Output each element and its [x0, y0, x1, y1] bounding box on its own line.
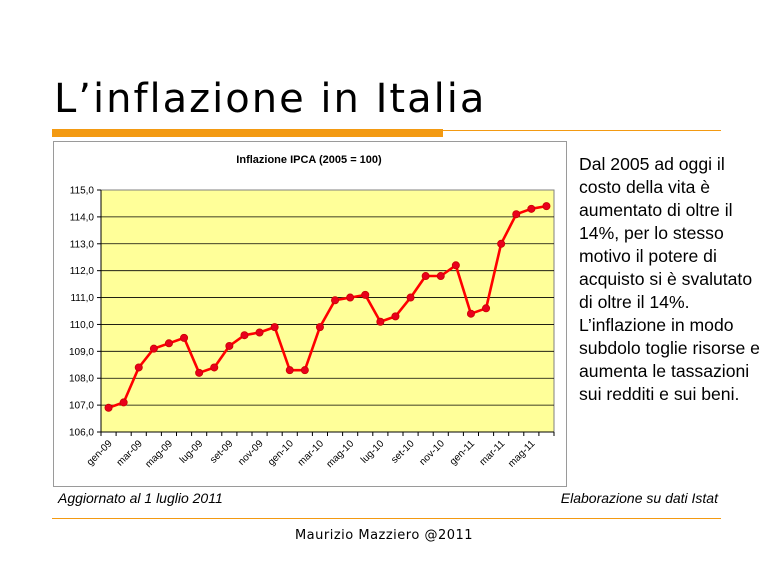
chart-frame: Inflazione IPCA (2005 = 100) 106,0 107,0 1… [53, 141, 567, 487]
data-point [497, 239, 506, 248]
x-tick-label: mag-10 [325, 438, 357, 470]
data-point [180, 333, 189, 342]
y-tick-label: 107,0 [69, 401, 94, 412]
data-point [466, 309, 475, 318]
data-point [104, 403, 113, 412]
y-tick-label: 109,0 [69, 347, 94, 358]
series-ipca [104, 202, 551, 412]
title-underline-bar [52, 129, 443, 137]
data-point [451, 261, 460, 270]
x-tick-label: set-09 [208, 438, 236, 466]
data-point [164, 339, 173, 348]
y-tick-label: 108,0 [69, 374, 94, 385]
data-point [225, 341, 234, 350]
update-caption: Aggiornato al 1 luglio 2011 [58, 490, 223, 506]
x-tick-label: gen-09 [85, 438, 115, 468]
data-point [285, 366, 294, 375]
data-point [255, 328, 264, 337]
data-point [542, 202, 551, 211]
data-point [270, 323, 279, 332]
data-point [240, 331, 249, 340]
x-tick-label: gen-10 [266, 438, 296, 468]
side-commentary: Dal 2005 ad oggi il costo della vita è a… [579, 154, 760, 404]
x-tick-label: nov-10 [417, 438, 447, 468]
source-caption: Elaborazione su dati Istat [560, 490, 718, 506]
grid-lines [101, 216, 554, 406]
y-tick-label: 115,0 [70, 186, 95, 197]
data-point [134, 363, 143, 372]
x-tick-label: mag-11 [506, 438, 538, 470]
slide-title: L’inflazione in Italia [54, 76, 487, 122]
data-point [421, 272, 430, 281]
data-point [195, 368, 204, 377]
data-point [512, 210, 521, 219]
x-tick-label: mar-10 [296, 438, 326, 468]
inflation-chart: Inflazione IPCA (2005 = 100) 106,0 107,0 1… [69, 154, 555, 470]
y-tick-label: 111,0 [70, 293, 94, 304]
data-point [482, 304, 491, 313]
data-point [391, 312, 400, 321]
chart-title: Inflazione IPCA (2005 = 100) [236, 154, 382, 166]
y-tick-label: 114,0 [70, 212, 95, 223]
title-underline-rule [443, 130, 721, 131]
data-point [315, 323, 324, 332]
y-tick-label: 110,0 [70, 320, 95, 331]
data-point [376, 317, 385, 326]
data-point [300, 366, 309, 375]
data-point [436, 272, 445, 281]
data-point [346, 293, 355, 302]
data-point [331, 296, 340, 305]
data-point [527, 204, 536, 213]
footer-rule [52, 518, 721, 519]
data-point [361, 290, 370, 299]
footer-author: Maurizio Mazziero @2011 [294, 528, 474, 543]
data-point [119, 398, 128, 407]
y-tick-label: 113,0 [70, 239, 95, 250]
x-tick-label: lug-09 [178, 438, 206, 466]
x-tick-label: set-10 [389, 438, 417, 466]
x-tick-label: gen-11 [448, 438, 478, 468]
x-tick-label: lug-10 [359, 438, 387, 466]
y-tick-label: 112,0 [70, 266, 95, 277]
y-tick-label: 106,0 [69, 428, 94, 439]
x-tick-label: mar-09 [115, 438, 145, 468]
data-point [149, 344, 158, 353]
x-tick-label: mag-09 [143, 438, 175, 470]
x-tick-label: nov-09 [236, 438, 266, 468]
data-point [406, 293, 415, 302]
x-tick-label: mar-11 [478, 438, 508, 468]
data-point [210, 363, 219, 372]
